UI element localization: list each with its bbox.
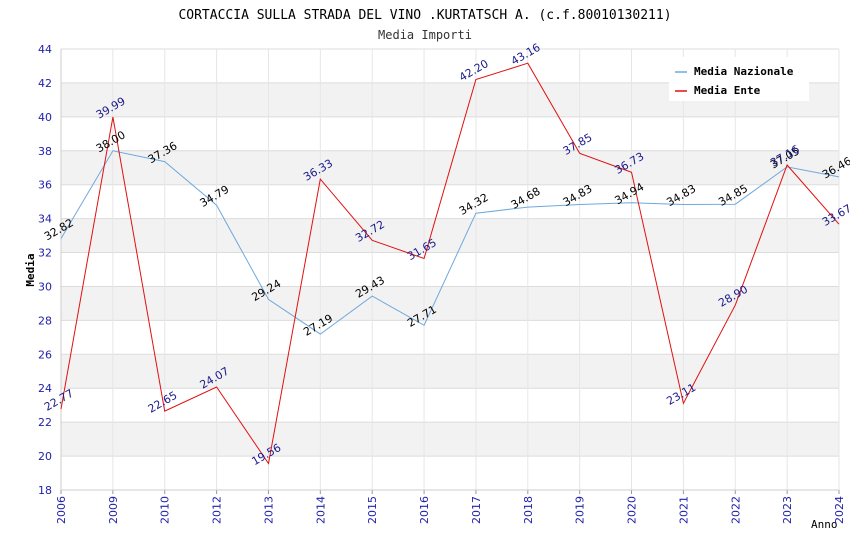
legend: Media Nazionale Media Ente (669, 57, 809, 101)
y-tick-label: 36 (38, 179, 52, 192)
x-tick-label: 2019 (574, 496, 587, 524)
x-tick-label: 2012 (211, 496, 224, 524)
y-tick-label: 20 (38, 450, 52, 463)
grid-band (61, 422, 839, 457)
y-tick-label: 32 (38, 247, 52, 260)
series-line-media-ente (60, 62, 840, 465)
x-tick-label: 2022 (729, 496, 742, 524)
legend-box (669, 57, 809, 101)
x-tick-label: 2024 (833, 496, 846, 524)
y-tick-labels: 18 20 22 24 26 28 30 32 34 36 38 40 42 44 (38, 43, 52, 497)
series-line-media-nazionale (60, 150, 840, 335)
y-tick-label: 22 (38, 416, 52, 429)
x-tick-label: 2016 (418, 496, 431, 524)
y-tick-label: 24 (38, 382, 52, 395)
x-tick-label: 2018 (522, 496, 535, 524)
series-lines (60, 62, 840, 465)
y-axis-label: Media (24, 253, 37, 286)
x-tick-label: 2006 (55, 496, 68, 524)
grid-band (61, 354, 839, 389)
x-tick-label: 2015 (366, 496, 379, 524)
chart-subtitle: Media Importi (378, 28, 472, 42)
y-tick-label: 28 (38, 314, 52, 327)
chart-title: CORTACCIA SULLA STRADA DEL VINO .KURTATS… (178, 8, 671, 23)
y-tick-label: 30 (38, 280, 52, 293)
legend-label-media-ente: Media Ente (694, 84, 761, 97)
y-tick-label: 26 (38, 348, 52, 361)
axes (60, 49, 840, 494)
y-tick-label: 38 (38, 145, 52, 158)
x-tick-labels: 2006 2009 2010 2012 2013 2014 2015 2016 2017 2018… (55, 496, 846, 524)
x-tick-label: 2021 (677, 496, 690, 524)
y-tick-label: 18 (38, 484, 52, 497)
x-tick-label: 2020 (626, 496, 639, 524)
x-tick-label: 2017 (470, 496, 483, 524)
x-tick-label: 2014 (314, 496, 327, 524)
y-tick-label: 34 (38, 213, 52, 226)
y-tick-label: 40 (38, 111, 52, 124)
y-tick-label: 42 (38, 77, 52, 90)
grid-band (61, 286, 839, 321)
x-axis-label: Anno (811, 518, 838, 531)
x-tick-label: 2009 (107, 496, 120, 524)
x-tick-label: 2010 (159, 496, 172, 524)
x-tick-label: 2013 (262, 496, 275, 524)
grid-band (61, 218, 839, 253)
legend-label-media-nazionale: Media Nazionale (694, 65, 794, 78)
y-tick-label: 44 (38, 43, 52, 56)
x-tick-label: 2023 (781, 496, 794, 524)
